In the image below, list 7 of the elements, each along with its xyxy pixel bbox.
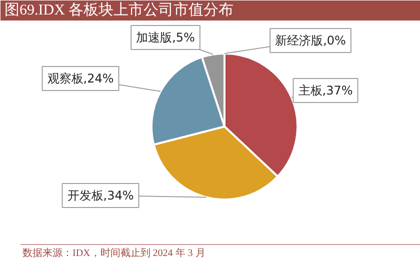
source-note: 数据来源：IDX，时间截止到 2024 年 3 月 [22,247,206,259]
slice-label: 开发板,34% [67,188,134,202]
slice-label: 观察板,24% [47,72,114,86]
chart-title: 图69.IDX 各板块上市公司市值分布 [4,2,234,18]
slice-label: 主板,37% [298,84,353,98]
slice-label: 加速版,5% [136,30,195,44]
category-label: 新经济版,0% [275,34,346,48]
